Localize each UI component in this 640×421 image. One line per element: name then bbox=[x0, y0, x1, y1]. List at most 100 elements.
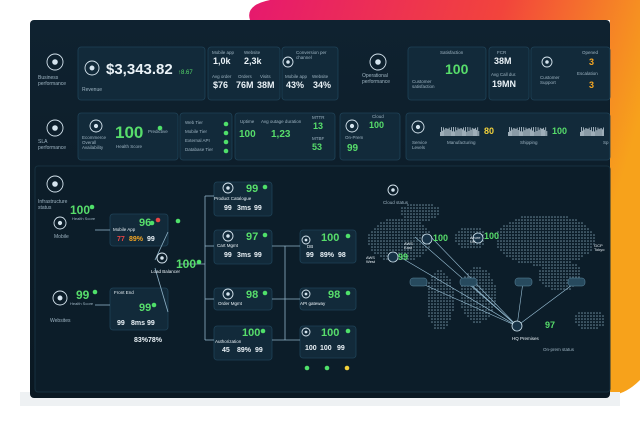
map-dot bbox=[398, 231, 400, 233]
card bbox=[530, 46, 611, 101]
map-dot bbox=[584, 327, 586, 329]
map-dot bbox=[563, 273, 565, 275]
label: 45 bbox=[222, 347, 230, 354]
map-dot bbox=[548, 216, 550, 218]
map-dot bbox=[575, 255, 577, 257]
map-dot bbox=[392, 228, 394, 230]
map-dot bbox=[569, 270, 571, 272]
map-dot bbox=[470, 246, 472, 248]
map-dot bbox=[407, 222, 409, 224]
map-dot bbox=[512, 255, 514, 257]
icon-dot bbox=[89, 65, 95, 71]
map-dot bbox=[587, 315, 589, 317]
map-dot bbox=[518, 240, 520, 242]
map-dot bbox=[491, 288, 493, 290]
map-dot bbox=[539, 240, 541, 242]
icon-dot bbox=[304, 238, 308, 242]
map-dot bbox=[461, 306, 463, 308]
map-dot bbox=[473, 267, 475, 269]
map-dot bbox=[557, 273, 559, 275]
label: Mobile App bbox=[113, 227, 136, 232]
map-dot bbox=[563, 231, 565, 233]
map-dot bbox=[446, 276, 448, 278]
map-dot bbox=[473, 270, 475, 272]
map-dot bbox=[467, 315, 469, 317]
map-dot bbox=[545, 255, 547, 257]
map-dot bbox=[572, 222, 574, 224]
map-dot bbox=[371, 240, 373, 242]
map-dot bbox=[509, 237, 511, 239]
map-dot bbox=[419, 225, 421, 227]
map-dot bbox=[398, 258, 400, 260]
map-dot bbox=[536, 252, 538, 254]
map-dot bbox=[566, 261, 568, 263]
label: ↑8.67 bbox=[178, 70, 193, 76]
map-dot bbox=[395, 249, 397, 251]
map-dot bbox=[476, 243, 478, 245]
map-dot bbox=[557, 282, 559, 284]
map-dot bbox=[584, 312, 586, 314]
map-dot bbox=[539, 276, 541, 278]
map-dot bbox=[515, 246, 517, 248]
map-dot bbox=[551, 222, 553, 224]
map-dot bbox=[587, 246, 589, 248]
icon-dot bbox=[57, 220, 63, 226]
spark bbox=[586, 128, 588, 136]
map-dot bbox=[578, 240, 580, 242]
map-dot bbox=[581, 252, 583, 254]
map-dot bbox=[542, 261, 544, 263]
map-dot bbox=[395, 222, 397, 224]
map-dot bbox=[500, 243, 502, 245]
map-dot bbox=[497, 246, 499, 248]
map-dot bbox=[587, 312, 589, 314]
map-dot bbox=[419, 231, 421, 233]
map-dot bbox=[494, 291, 496, 293]
map-dot bbox=[572, 228, 574, 230]
map-dot bbox=[515, 219, 517, 221]
map-dot bbox=[548, 258, 550, 260]
map-label: AWS West bbox=[366, 255, 376, 265]
map-dot bbox=[434, 324, 436, 326]
label: 99 bbox=[254, 252, 262, 259]
icon bbox=[301, 327, 311, 337]
map-dot bbox=[419, 249, 421, 251]
map-label: Azure UK bbox=[470, 235, 481, 245]
map-dot bbox=[572, 270, 574, 272]
map-dot bbox=[575, 231, 577, 233]
map-dot bbox=[446, 309, 448, 311]
map-dot bbox=[536, 264, 538, 266]
map-dot bbox=[470, 273, 472, 275]
map-dot bbox=[413, 252, 415, 254]
map-dot bbox=[530, 225, 532, 227]
map-dot bbox=[377, 228, 379, 230]
map-dot bbox=[434, 213, 436, 215]
map-dot bbox=[542, 240, 544, 242]
map-dot bbox=[542, 231, 544, 233]
map-dot bbox=[506, 252, 508, 254]
map-dot bbox=[455, 240, 457, 242]
icon-dot bbox=[545, 60, 549, 64]
map-dot bbox=[476, 246, 478, 248]
label: 8ms bbox=[131, 320, 146, 327]
card bbox=[213, 325, 273, 361]
map-dot bbox=[464, 234, 466, 236]
map-dot bbox=[590, 240, 592, 242]
map-dot bbox=[479, 273, 481, 275]
map-dot bbox=[515, 222, 517, 224]
map-dot bbox=[491, 294, 493, 296]
map-dot bbox=[503, 246, 505, 248]
map-badge bbox=[459, 277, 478, 287]
map-dot bbox=[407, 219, 409, 221]
map-dot bbox=[563, 264, 565, 266]
map-dot bbox=[437, 309, 439, 311]
map-dot bbox=[521, 237, 523, 239]
map-dot bbox=[539, 249, 541, 251]
map-dot bbox=[575, 228, 577, 230]
label: Cloud bbox=[372, 114, 384, 119]
map-dot bbox=[461, 234, 463, 236]
map-dot bbox=[542, 273, 544, 275]
map-dot bbox=[443, 279, 445, 281]
map-dot bbox=[416, 216, 418, 218]
map-dot bbox=[404, 210, 406, 212]
map-dot bbox=[479, 243, 481, 245]
